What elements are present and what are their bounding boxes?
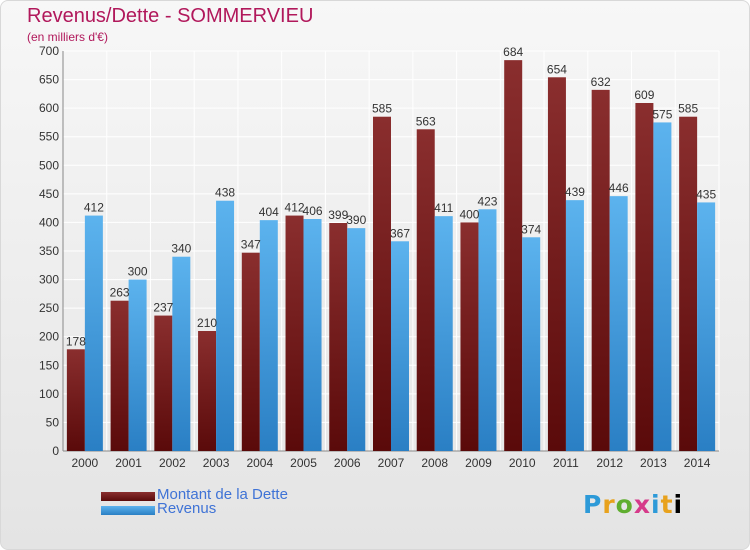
data-label-dette: 585 xyxy=(678,102,698,116)
bar-revenus xyxy=(478,209,497,451)
bar-revenus xyxy=(84,215,103,451)
data-label-revenus: 446 xyxy=(609,181,629,195)
bar-dette xyxy=(198,331,217,451)
y-tick-label: 250 xyxy=(39,301,59,315)
bar-revenus xyxy=(697,202,716,451)
x-tick-label: 2002 xyxy=(159,456,186,470)
bar-dette xyxy=(547,77,566,452)
bar-dette xyxy=(679,116,698,451)
bar-dette xyxy=(154,315,173,451)
legend-label-dette: Montant de la Dette xyxy=(157,486,288,503)
data-label-dette: 632 xyxy=(591,75,611,89)
data-label-revenus: 340 xyxy=(171,242,191,256)
x-tick-label: 2009 xyxy=(465,456,492,470)
bar-dette xyxy=(110,300,129,451)
bar-dette xyxy=(241,252,260,451)
data-label-dette: 237 xyxy=(153,301,173,315)
x-tick-label: 2006 xyxy=(334,456,361,470)
x-tick-label: 2003 xyxy=(203,456,230,470)
data-label-revenus: 411 xyxy=(434,201,453,215)
bar-revenus xyxy=(128,279,147,451)
y-tick-label: 100 xyxy=(39,387,59,401)
bar-revenus xyxy=(391,241,409,451)
bar-revenus xyxy=(609,196,628,451)
bar-dette xyxy=(416,129,435,452)
x-tick-label: 2014 xyxy=(684,456,711,470)
data-label-revenus: 435 xyxy=(696,187,716,201)
y-tick-label: 300 xyxy=(39,273,59,287)
data-label-dette: 654 xyxy=(547,62,567,76)
y-tick-label: 550 xyxy=(39,130,59,144)
data-label-dette: 400 xyxy=(459,207,479,221)
legend-swatch-dette xyxy=(101,492,155,501)
data-label-revenus: 404 xyxy=(259,205,279,219)
data-label-revenus: 300 xyxy=(128,265,148,279)
bar-revenus xyxy=(303,219,322,451)
x-tick-label: 2011 xyxy=(553,456,579,470)
data-label-revenus: 374 xyxy=(521,222,541,236)
data-label-revenus: 438 xyxy=(215,186,235,200)
bar-dette xyxy=(460,222,479,451)
bar-revenus xyxy=(216,200,235,451)
bar-revenus xyxy=(565,200,584,451)
y-tick-label: 450 xyxy=(39,187,59,201)
bar-dette xyxy=(591,89,610,451)
bar-revenus xyxy=(259,220,278,451)
y-tick-label: 50 xyxy=(46,415,60,429)
y-tick-label: 200 xyxy=(39,330,59,344)
chart-subtitle: (en milliers d'€) xyxy=(27,30,108,44)
data-label-dette: 210 xyxy=(197,316,217,330)
bar-revenus xyxy=(347,228,366,451)
y-tick-label: 500 xyxy=(39,158,59,172)
bar-revenus xyxy=(653,122,672,451)
x-tick-label: 2013 xyxy=(640,456,667,470)
data-label-revenus: 390 xyxy=(346,213,366,227)
bar-dette xyxy=(635,103,654,451)
legend-swatch-revenus xyxy=(101,506,155,515)
x-tick-label: 2004 xyxy=(246,456,273,470)
x-tick-label: 2000 xyxy=(72,456,99,470)
bar-dette xyxy=(285,215,304,451)
x-tick-label: 2010 xyxy=(509,456,536,470)
data-label-revenus: 423 xyxy=(477,194,497,208)
data-label-revenus: 406 xyxy=(303,204,323,218)
legend-label-revenus: Revenus xyxy=(157,500,217,517)
x-tick-label: 2001 xyxy=(115,456,142,470)
data-label-dette: 412 xyxy=(285,201,305,215)
data-label-revenus: 412 xyxy=(84,201,104,215)
bar-revenus xyxy=(434,216,453,451)
data-label-dette: 684 xyxy=(503,45,523,59)
y-tick-label: 150 xyxy=(39,358,59,372)
bar-revenus xyxy=(172,256,191,451)
bar-dette xyxy=(329,223,348,451)
bar-revenus xyxy=(522,237,541,451)
bar-dette xyxy=(66,349,85,451)
data-label-dette: 347 xyxy=(241,238,261,252)
y-tick-label: 350 xyxy=(39,244,59,258)
y-tick-label: 700 xyxy=(39,44,59,58)
y-tick-label: 0 xyxy=(52,444,59,458)
proxiti-logo: Proxiti xyxy=(583,490,684,519)
x-tick-label: 2012 xyxy=(596,456,623,470)
y-tick-label: 600 xyxy=(39,101,59,115)
data-label-revenus: 575 xyxy=(652,107,672,121)
x-tick-label: 2007 xyxy=(378,456,405,470)
chart-title: Revenus/Dette - SOMMERVIEU xyxy=(27,5,314,27)
y-tick-label: 400 xyxy=(39,215,59,229)
data-label-dette: 609 xyxy=(634,88,654,102)
data-label-dette: 399 xyxy=(328,208,348,222)
x-tick-label: 2005 xyxy=(290,456,317,470)
x-tick-label: 2008 xyxy=(421,456,448,470)
data-label-dette: 263 xyxy=(110,286,130,300)
data-label-dette: 585 xyxy=(372,102,392,116)
data-label-revenus: 439 xyxy=(565,185,585,199)
data-label-dette: 563 xyxy=(416,114,436,128)
bar-dette xyxy=(373,116,391,451)
bar-dette xyxy=(504,60,523,452)
y-tick-label: 650 xyxy=(39,73,59,87)
data-label-revenus: 367 xyxy=(390,226,410,240)
data-label-dette: 178 xyxy=(66,334,86,348)
